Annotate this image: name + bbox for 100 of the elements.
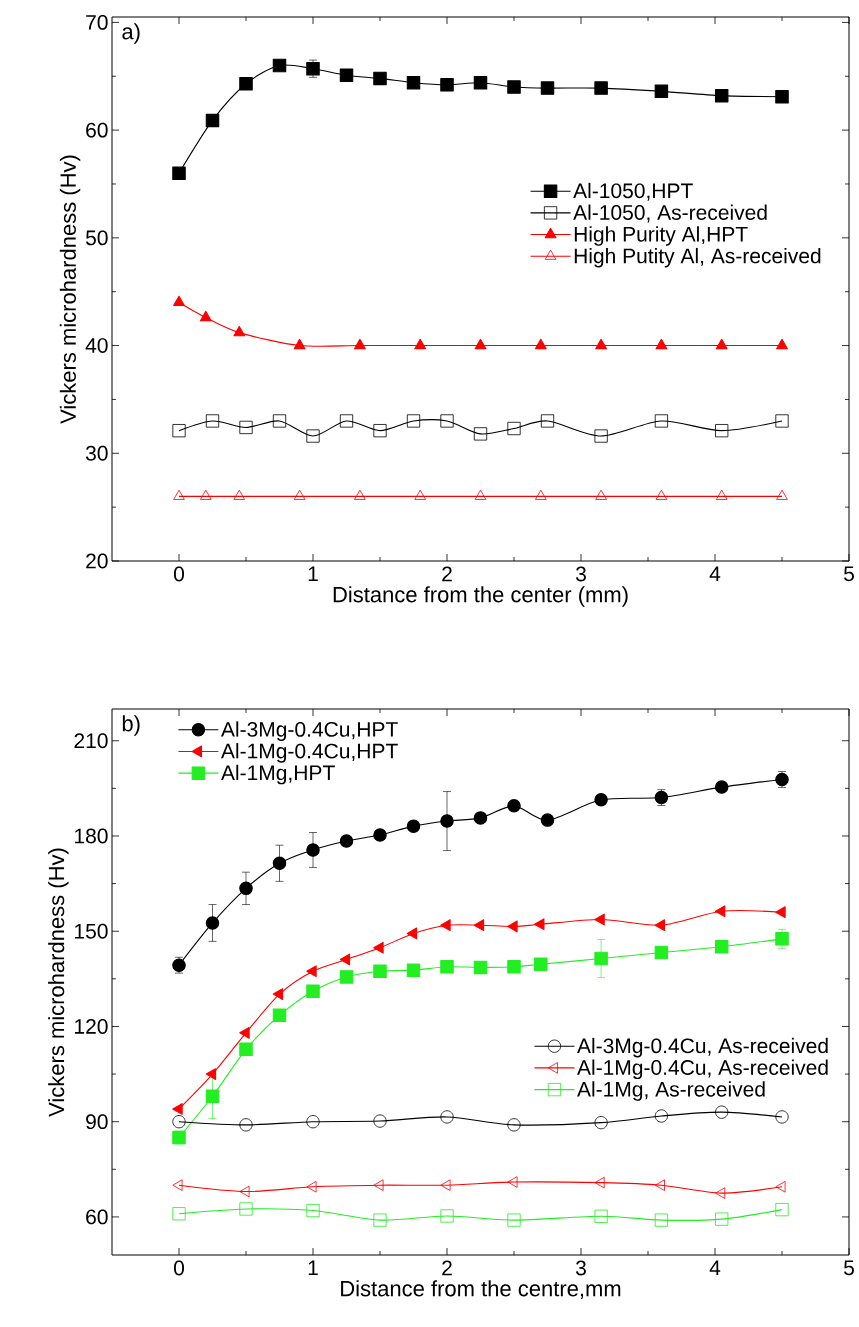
point [654,945,669,960]
point [473,427,488,441]
point [655,489,668,500]
point [440,814,454,828]
point [594,1176,605,1189]
point [595,338,608,350]
point [406,963,421,978]
point [239,1118,253,1132]
x-tick-label: 4 [709,1260,721,1275]
point [654,1179,665,1191]
point [172,424,186,438]
point [272,856,287,871]
point [654,1213,669,1227]
point [339,953,351,966]
point [594,81,608,95]
point [473,811,488,825]
point [293,338,306,350]
x-tick-label: 3 [575,1260,586,1276]
point [440,1209,454,1223]
point [306,429,320,443]
point [272,58,287,73]
point [172,1179,183,1191]
point [233,489,246,500]
y-tick-label: 210 [74,733,108,749]
point [239,1185,250,1198]
point [595,489,607,500]
point [507,1213,521,1227]
point [200,489,212,500]
point [406,819,421,833]
point [272,988,284,1000]
y-tick-label: 20 [86,553,108,569]
x-axis-title: Distance from the centre,mm [341,1280,621,1299]
point [406,927,418,940]
point [775,1203,789,1217]
point [239,1026,250,1039]
x-tick-label: 5 [844,1260,854,1276]
x-tick-label: 1 [308,1260,318,1275]
point [293,489,306,500]
point [306,1203,320,1218]
point [306,843,320,857]
y-axis-title: Vickers microhardness (Hv) [59,155,81,424]
y-tick-label: 70 [86,14,108,30]
point [775,906,786,919]
legend-label: Al-1050,HPT [573,182,693,201]
point [654,1109,669,1123]
point [172,1103,183,1115]
point [373,1213,387,1227]
y-tick-label: 30 [85,445,108,461]
point [473,75,488,90]
point [373,1179,384,1191]
point [594,913,605,926]
point [540,813,555,827]
point [507,80,521,94]
point [776,338,788,350]
legend-label: High Putity Al, As-received [574,247,821,268]
point [714,88,729,103]
point [239,881,253,896]
point [414,489,426,500]
point [239,77,253,91]
point [775,1181,786,1193]
point [540,81,555,95]
legend-label: Al-1Mg, As-received [577,1081,765,1101]
point [507,421,521,436]
legend-label: Al-1Mg-0.4Cu, As-received [577,1059,828,1080]
y-tick-label: 50 [85,230,108,246]
point [507,799,521,813]
point [353,338,366,350]
point [373,424,387,438]
point [339,68,354,82]
x-tick-label: 1 [308,566,318,581]
point [654,84,669,99]
point [473,919,485,932]
legend-label: High Purity Al,HPT [574,226,748,246]
point [306,1115,320,1129]
point [205,916,220,930]
point [775,414,789,428]
point [594,1116,608,1130]
point [172,1115,186,1129]
point [473,960,488,975]
point [414,338,427,350]
y-axis-title: Vickers microhardness (Hv) [48,848,69,1117]
x-tick-label: 5 [844,566,854,582]
point [534,957,548,971]
point [715,489,728,500]
point [199,310,212,322]
point [594,793,608,807]
y-tick-label: 120 [75,1019,108,1034]
legend-label: Al-3Mg-0.4Cu,HPT [220,721,398,741]
point [715,1212,729,1226]
point [654,919,666,932]
legend-label: Al-1050, As-received [573,204,767,223]
y-tick-label: 40 [85,338,108,353]
point [172,166,186,180]
point [507,1118,521,1132]
point [714,940,729,954]
point [440,960,454,974]
point [173,295,185,307]
point [440,414,454,428]
y-tick-label: 90 [86,1114,108,1130]
annotation: a) [122,23,140,44]
